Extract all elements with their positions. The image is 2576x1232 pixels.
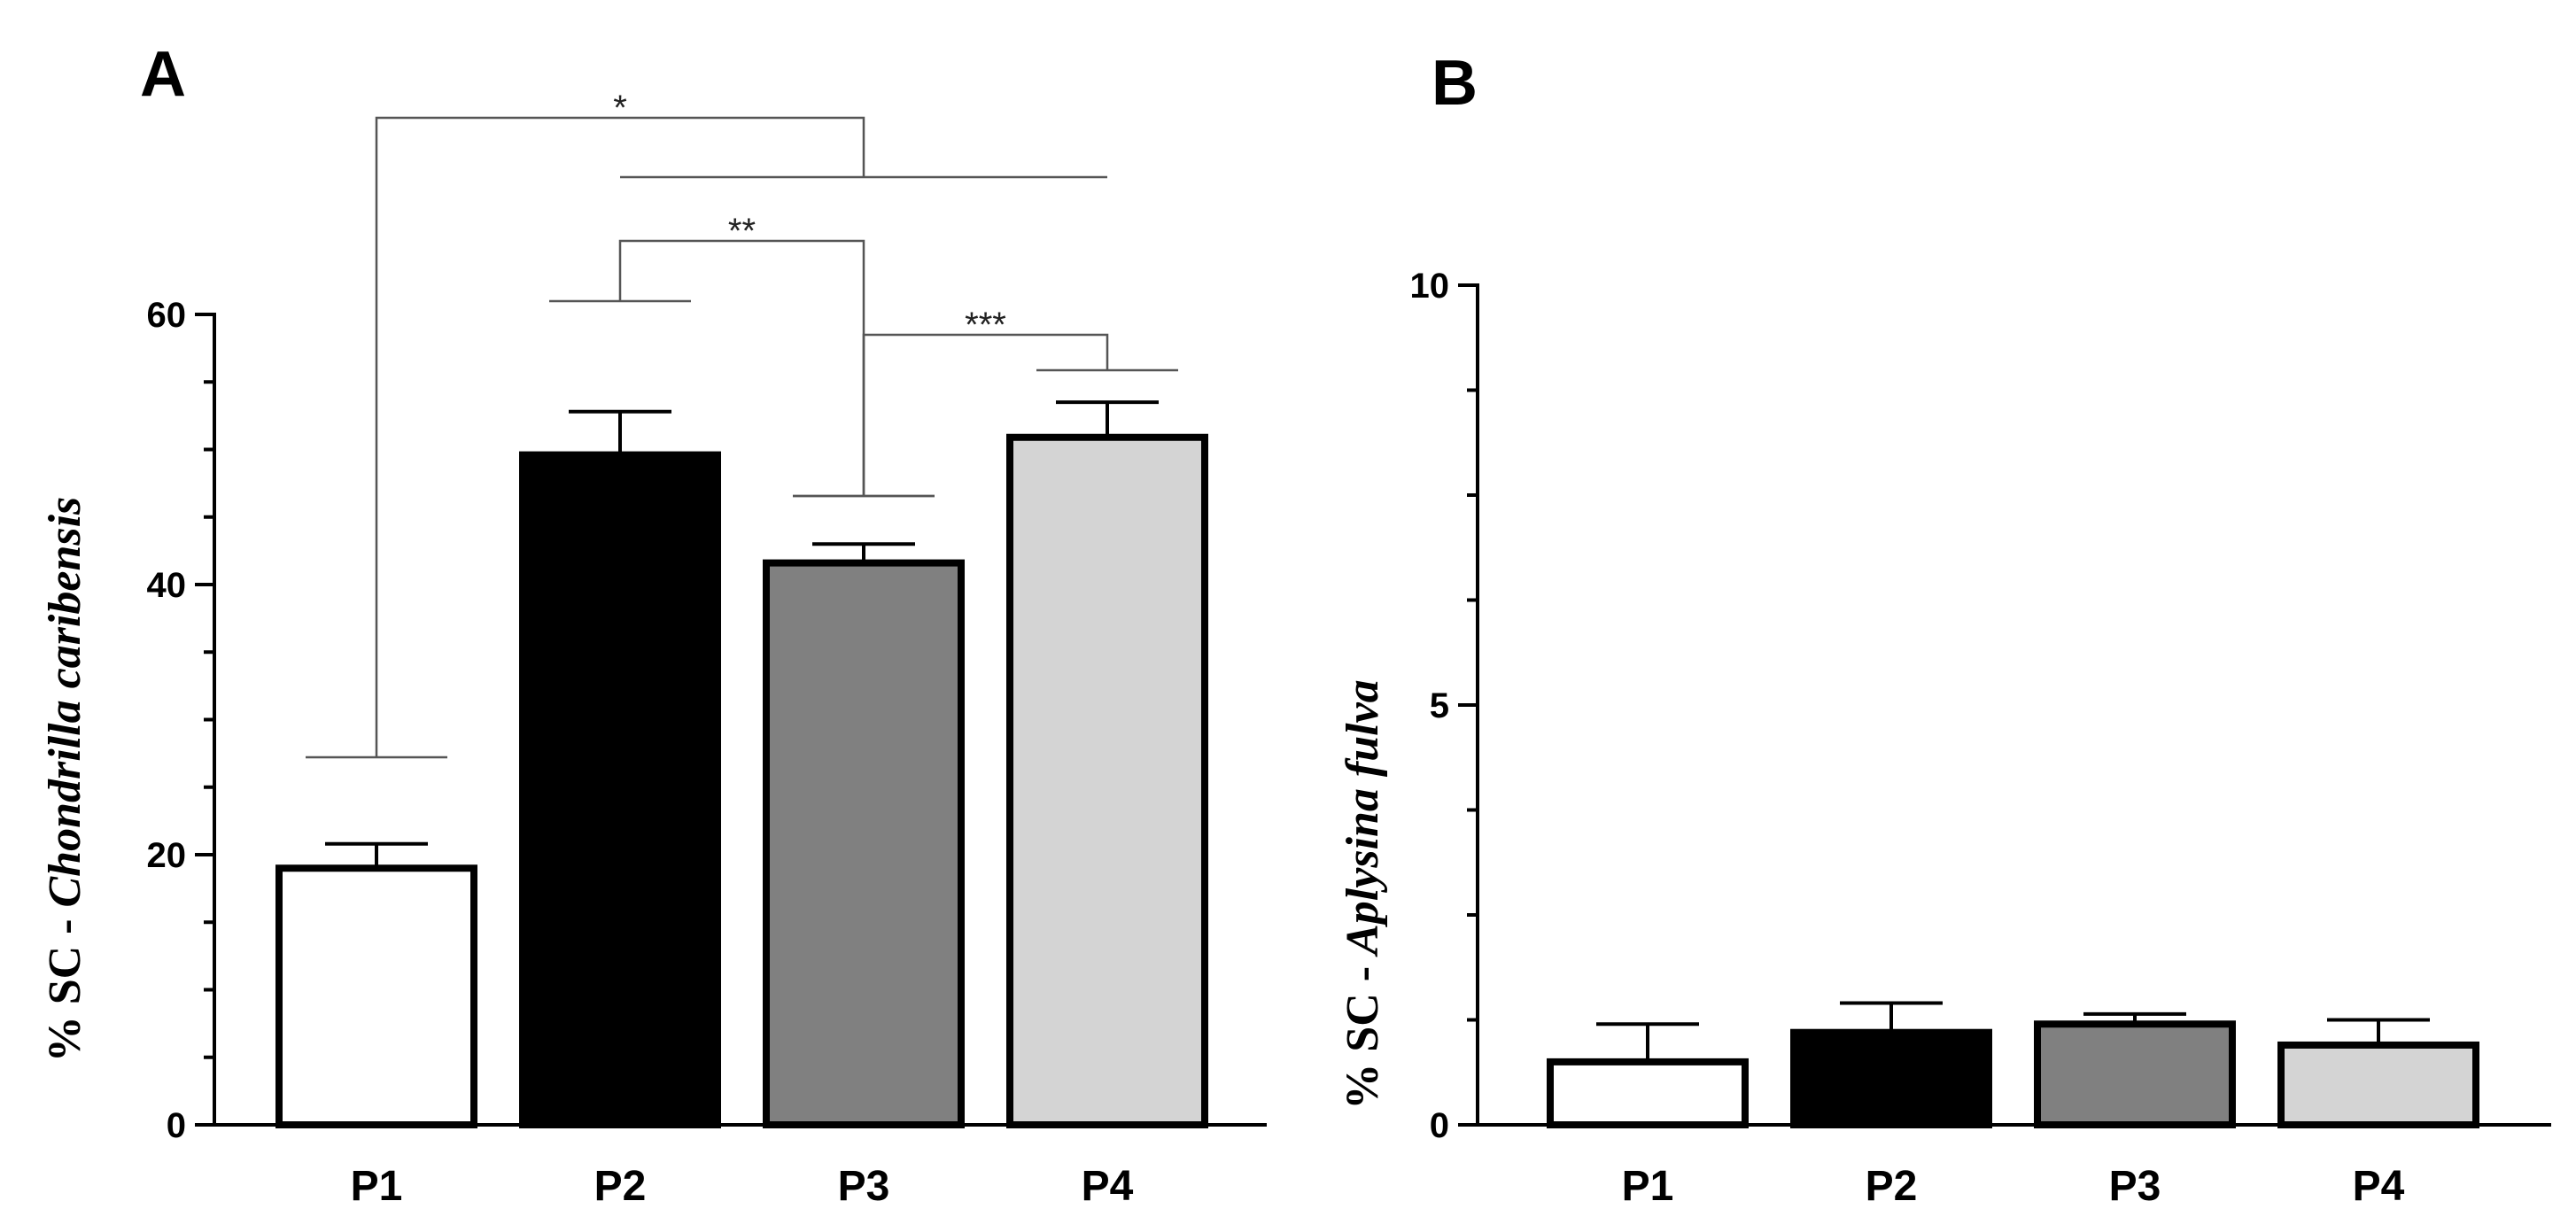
panel-a-bars: P1 P2 P3 P4 [275,400,1208,1210]
panel-b-bar-p4 [2277,1041,2479,1128]
panel-a-y-axis-title: % SC - Chondrilla caribensis [40,497,90,1063]
panel-a-significance: ****** [306,89,1178,759]
panel-a-letter: A [140,39,186,110]
panel-a-bar-p2 [519,451,721,1128]
panel-b-y-tick-label: 10 [1410,267,1450,306]
panel-a-y-tick-label: 60 [147,296,187,335]
sig-label: ** [728,212,756,251]
panel-b-x-tick-label: P1 [1622,1163,1674,1210]
panel-b-bars: P1 P2 P3 P4 [1547,1001,2479,1210]
sig-label: *** [965,306,1006,345]
panel-b-bar-p1 [1547,1058,1749,1129]
panel-a-y-tick-label: 20 [147,836,187,875]
panel-a-bar-p1 [275,864,477,1128]
panel-b-x-tick-label: P4 [2353,1163,2405,1210]
panel-b-y-tick-label: 0 [1430,1106,1449,1145]
panel-b-x-tick-label: P2 [1866,1163,1918,1210]
panel-a-bar-p4 [1006,433,1208,1128]
panel-b-y-tick-label: 5 [1430,686,1449,725]
sig-bracket [862,333,1109,496]
panel-a-y-tick-label: 0 [167,1106,186,1145]
panel-b-bar-p3 [2034,1020,2236,1128]
panel-b: B % SC - Aplysina fulva 0 5 10 P1 P2 P3 P4 [1338,48,2551,1210]
panel-a-y-tick-label: 40 [147,566,187,605]
panel-b-bar-p2 [1790,1028,1992,1128]
panel-a: A % SC - Chondrilla caribensis 0 20 40 60 P… [40,39,1267,1210]
panel-a-x-tick-label: P2 [594,1163,647,1210]
sig-label: * [613,89,627,128]
panel-a-x-tick-label: P3 [838,1163,890,1210]
sig-bracket [375,116,865,757]
panel-b-y-axis-title: % SC - Aplysina fulva [1338,679,1388,1109]
panel-a-x-tick-label: P1 [351,1163,403,1210]
panel-b-letter: B [1432,48,1478,119]
panel-a-x-tick-label: P4 [1082,1163,1134,1210]
panel-b-x-tick-label: P3 [2109,1163,2161,1210]
panel-a-bar-p3 [763,559,965,1128]
